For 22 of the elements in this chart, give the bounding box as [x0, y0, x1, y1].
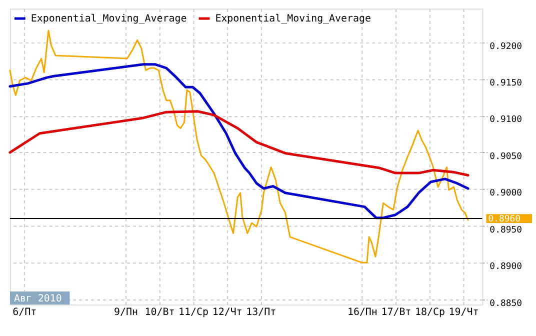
x-tick-label: 9/Пн — [114, 306, 138, 318]
legend-label: Exponential_Moving_Average — [215, 14, 372, 25]
y-tick-label: 0.8900 — [490, 262, 522, 272]
x-tick-label: 11/Ср — [178, 306, 209, 318]
x-tick-label: 18/Ср — [415, 306, 445, 318]
x-tick-label: 16/Пн — [347, 306, 378, 318]
y-tick-label: 0.9150 — [490, 78, 522, 89]
legend-label: Exponential_Moving_Average — [30, 14, 187, 25]
x-tick-label: 13/Пт — [246, 306, 276, 318]
x-tick-label: 17/Вт — [381, 306, 412, 318]
ref-line-label: 0.8960 — [488, 214, 521, 225]
x-tick-label: 6/Пт — [12, 306, 37, 318]
y-tick-label: 0.9200 — [490, 42, 522, 52]
y-tick-label: 0.8850 — [490, 298, 522, 309]
x-tick-label: 10/Вт — [144, 306, 175, 318]
x-tick-label: 19/Чт — [448, 306, 479, 318]
x-tick-label: 12/Чт — [212, 306, 242, 318]
annotation: Авг 2010 — [14, 293, 62, 304]
y-tick-label: 0.9050 — [490, 152, 522, 162]
y-tick-label: 0.9100 — [490, 115, 522, 126]
y-tick-label: 0.8950 — [490, 225, 522, 236]
y-tick-label: 0.9000 — [490, 188, 522, 199]
